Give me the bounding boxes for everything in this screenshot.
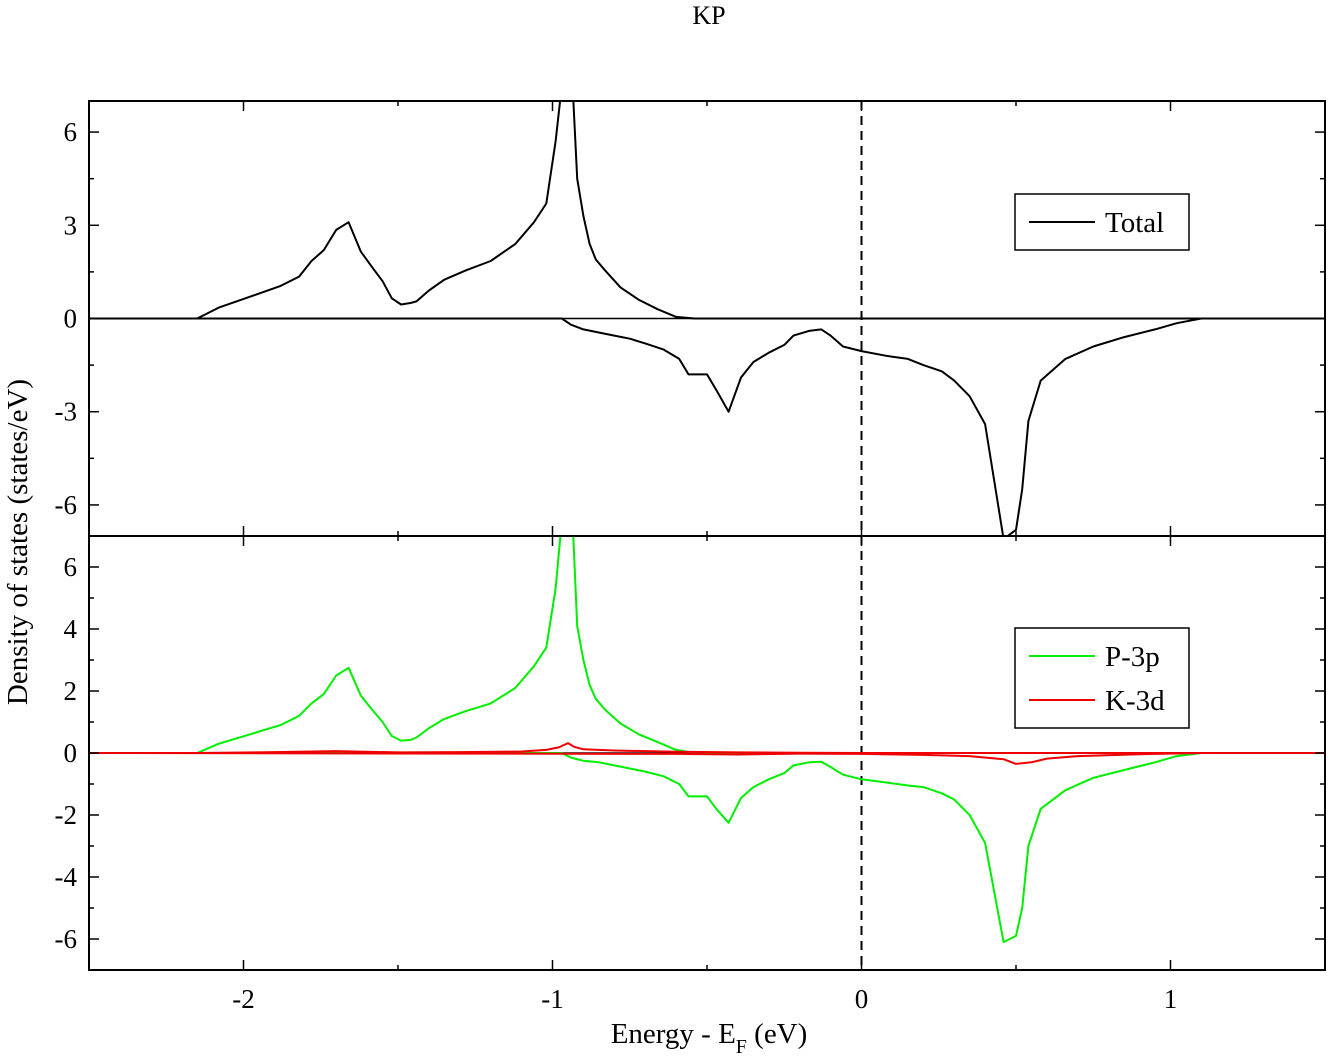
- y-axis-label: Density of states (states/eV): [2, 379, 34, 705]
- p0-series-total-spin-down: [89, 317, 1325, 536]
- x-axis-label-tail: (eV): [747, 1018, 807, 1050]
- p1-ytick-label: -4: [55, 862, 78, 892]
- p1-ytick-label: 4: [64, 614, 78, 644]
- p1-series-p-3p: [89, 536, 1325, 754]
- top-panel: 6 3 0 -3 -6 Total: [55, 100, 1326, 537]
- p1-xtick-label: 1: [1164, 984, 1178, 1014]
- x-axis-label-subscript: F: [736, 1036, 747, 1058]
- p0-ytick-label: -3: [55, 397, 78, 427]
- p1-legend: P-3p K-3d: [1014, 627, 1190, 729]
- p1-ytick-label: 6: [64, 552, 78, 582]
- p1-legend-label-k-3d: K-3d: [1105, 685, 1165, 717]
- p1-series-k-3d: [89, 742, 1325, 754]
- p1-series-k-3d-spin-down: [89, 752, 1325, 765]
- p1-ytick-label: 0: [64, 738, 78, 768]
- bottom-panel: 6 4 2 0 -2 -4 -6 -2 -1 0 1 P-3p K-3d: [55, 535, 1326, 1014]
- p0-ytick-label: 0: [64, 304, 78, 334]
- p1-ytick-label: -2: [55, 800, 78, 830]
- p0-ytick-label: -6: [55, 490, 78, 520]
- p1-xtick-label: 0: [855, 984, 869, 1014]
- p1-legend-label-p-3p: P-3p: [1105, 641, 1160, 673]
- p1-frame: [88, 535, 1326, 971]
- p0-ytick-label: 6: [64, 117, 78, 147]
- chart-title: KP: [692, 1, 725, 30]
- p0-legend: Total: [1014, 193, 1190, 251]
- p1-xtick-label: -2: [232, 984, 255, 1014]
- p0-ytick-label: 3: [64, 210, 78, 240]
- p1-series-p-3p-spin-down: [89, 752, 1325, 944]
- x-axis-label: Energy - EF (eV): [611, 1018, 808, 1058]
- x-axis-label-main: Energy - E: [611, 1018, 736, 1050]
- p1-ytick-label: -6: [55, 924, 78, 954]
- p1-ytick-label: 2: [64, 676, 78, 706]
- p0-series-total: [89, 101, 1325, 320]
- p1-legend-box: [1014, 627, 1190, 729]
- p1-xtick-label: -1: [541, 984, 564, 1014]
- p0-legend-label-total: Total: [1105, 207, 1164, 239]
